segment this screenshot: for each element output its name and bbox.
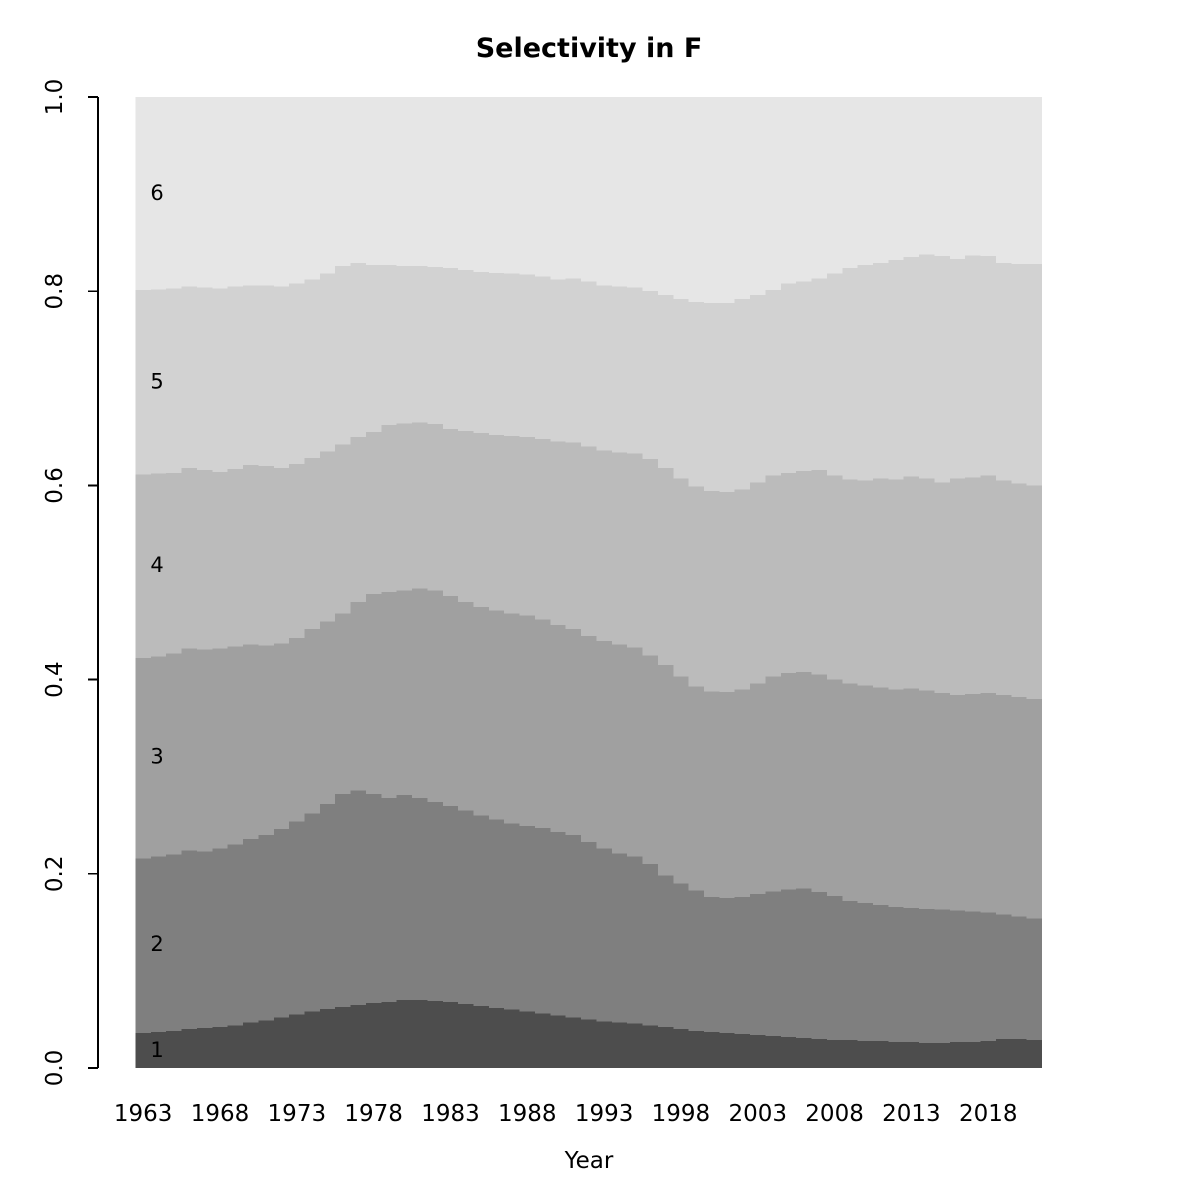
band-label-6: 6 — [150, 181, 163, 205]
band-area-3 — [135, 588, 1042, 919]
y-tick-label-0.6: 0.6 — [42, 467, 68, 504]
x-tick-label-1963: 1963 — [114, 1101, 173, 1127]
y-tick-label-0.8: 0.8 — [42, 273, 68, 310]
chart-title: Selectivity in F — [475, 33, 703, 64]
x-tick-label-2008: 2008 — [805, 1101, 864, 1127]
x-tick-label-1973: 1973 — [268, 1101, 327, 1127]
band-label-2: 2 — [150, 932, 163, 956]
x-tick-label-1998: 1998 — [652, 1101, 711, 1127]
band-label-4: 4 — [150, 553, 163, 577]
band-area-2 — [135, 790, 1042, 1043]
band-area-1 — [135, 1000, 1042, 1068]
x-axis-title: Year — [564, 1148, 614, 1174]
y-tick-label-0.2: 0.2 — [42, 856, 68, 893]
y-tick-label-0.0: 0.0 — [42, 1050, 68, 1087]
x-tick-label-2018: 2018 — [959, 1101, 1018, 1127]
y-tick-label-0.4: 0.4 — [42, 661, 68, 698]
band-area-6 — [135, 97, 1042, 303]
band-area-5 — [135, 254, 1042, 493]
x-tick-label-1983: 1983 — [421, 1101, 480, 1127]
x-tick-label-1978: 1978 — [344, 1101, 403, 1127]
x-tick-label-2003: 2003 — [728, 1101, 787, 1127]
x-tick-label-1968: 1968 — [191, 1101, 250, 1127]
x-tick-label-1988: 1988 — [498, 1101, 557, 1127]
band-label-1: 1 — [150, 1038, 163, 1062]
x-tick-label-2013: 2013 — [882, 1101, 941, 1127]
band-area-4 — [135, 422, 1042, 700]
x-tick-label-1993: 1993 — [575, 1101, 634, 1127]
y-tick-label-1.0: 1.0 — [42, 79, 68, 116]
band-label-3: 3 — [150, 744, 163, 768]
band-label-5: 5 — [150, 370, 163, 394]
